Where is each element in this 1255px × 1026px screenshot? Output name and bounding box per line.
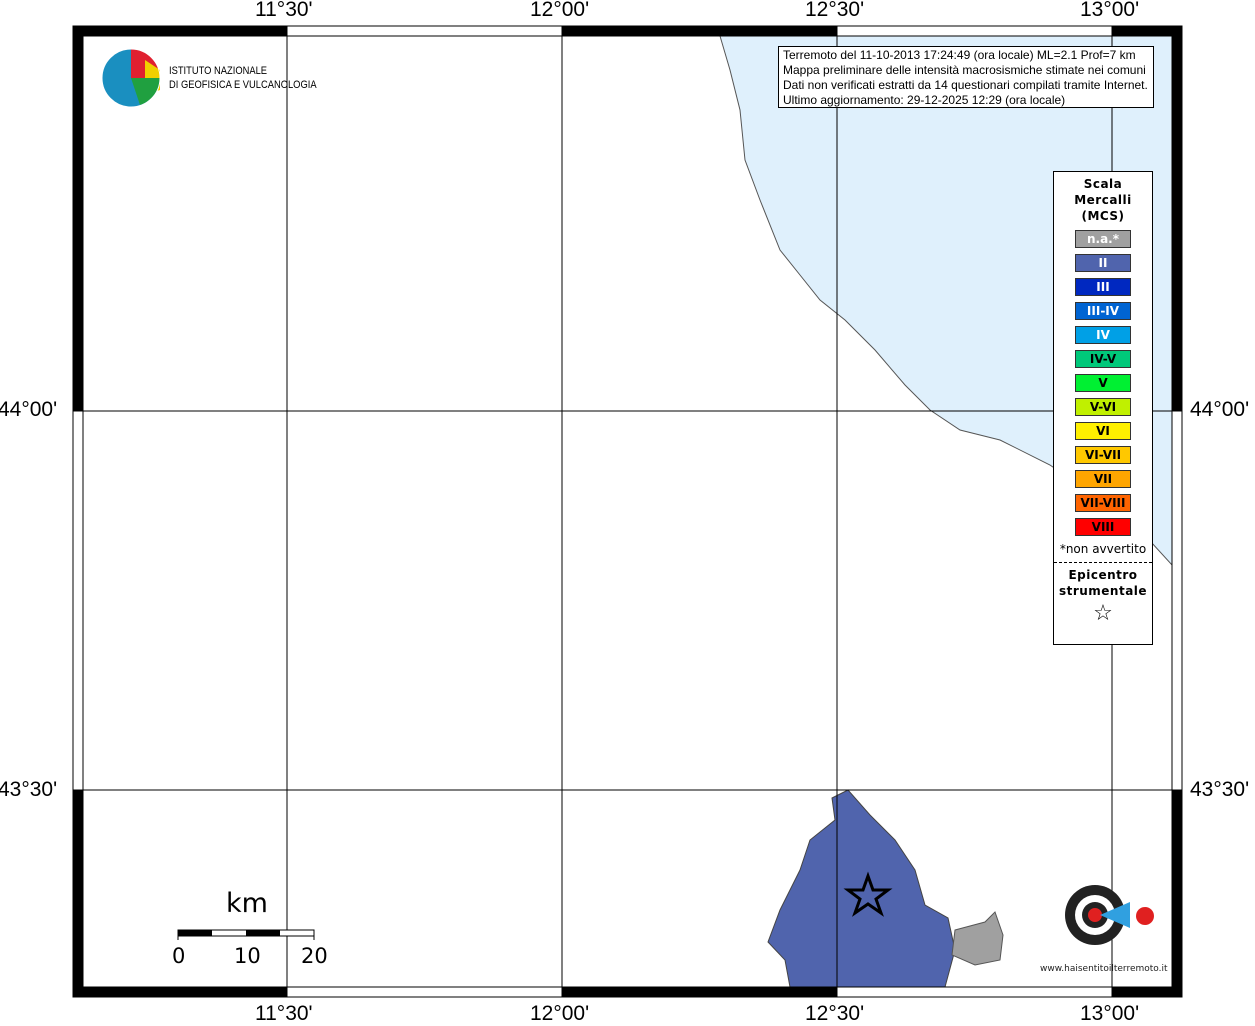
lon-tick-top: 13°00' — [1080, 0, 1140, 21]
lat-tick-left: 44°00' — [0, 398, 58, 421]
region-na — [951, 911, 1004, 966]
legend-swatch-vi-vii: VI-VII — [1075, 446, 1131, 464]
legend-swatch-v: V — [1075, 374, 1131, 392]
lon-tick-bottom: 12°00' — [530, 1002, 590, 1025]
scale-label: 20 — [301, 944, 328, 968]
scale-bar — [177, 929, 315, 940]
ingv-logo-text: ISTITUTO NAZIONALE DI GEOFISICA E VULCANO… — [169, 65, 317, 91]
legend-swatch-iv: IV — [1075, 326, 1131, 344]
scale-unit: km — [226, 888, 268, 919]
star-icon: ☆ — [1093, 601, 1113, 626]
legend-swatch-ii: II — [1075, 254, 1131, 272]
map-frame — [73, 26, 1182, 997]
legend-swatch-vii-viii: VII-VIII — [1075, 494, 1131, 512]
lon-tick-bottom: 11°30' — [255, 1002, 313, 1025]
epicenter-star-icon — [843, 871, 893, 917]
legend-footnote: *non avvertito — [1059, 542, 1147, 556]
info-box: Terremoto del 11-10-2013 17:24:49 (ora l… — [778, 46, 1154, 108]
lon-tick-top: 11°30' — [255, 0, 313, 21]
legend-swatch-v-vi: V-VI — [1075, 398, 1131, 416]
lon-tick-top: 12°30' — [805, 0, 865, 21]
lat-tick-right: 44°00' — [1190, 398, 1250, 421]
legend-swatch-iii: III — [1075, 278, 1131, 296]
scale-label: 0 — [172, 944, 186, 968]
legend-swatch-iii-iv: III-IV — [1075, 302, 1131, 320]
lat-tick-right: 43°30' — [1190, 778, 1250, 801]
legend-swatch-iv-v: IV-V — [1075, 350, 1131, 368]
lon-tick-bottom: 13°00' — [1080, 1002, 1140, 1025]
lon-tick-bottom: 12°30' — [805, 1002, 865, 1025]
legend-swatch-na: n.a.* — [1075, 230, 1131, 248]
ingv-globe-icon — [101, 48, 161, 108]
legend-swatch-viii: VIII — [1075, 518, 1131, 536]
lon-tick-top: 12°00' — [530, 0, 590, 21]
scale-label: 10 — [234, 944, 261, 968]
legend-swatch-vi: VI — [1075, 422, 1131, 440]
legend-swatch-vii: VII — [1075, 470, 1131, 488]
haisentito-logo-text: www.haisentitoilterremoto.it — [1040, 964, 1168, 974]
lat-tick-left: 43°30' — [0, 778, 58, 801]
haisentito-logo — [1065, 885, 1154, 945]
legend: Scala Mercalli (MCS) n.a.* II III III-IV IV I… — [1053, 171, 1153, 645]
